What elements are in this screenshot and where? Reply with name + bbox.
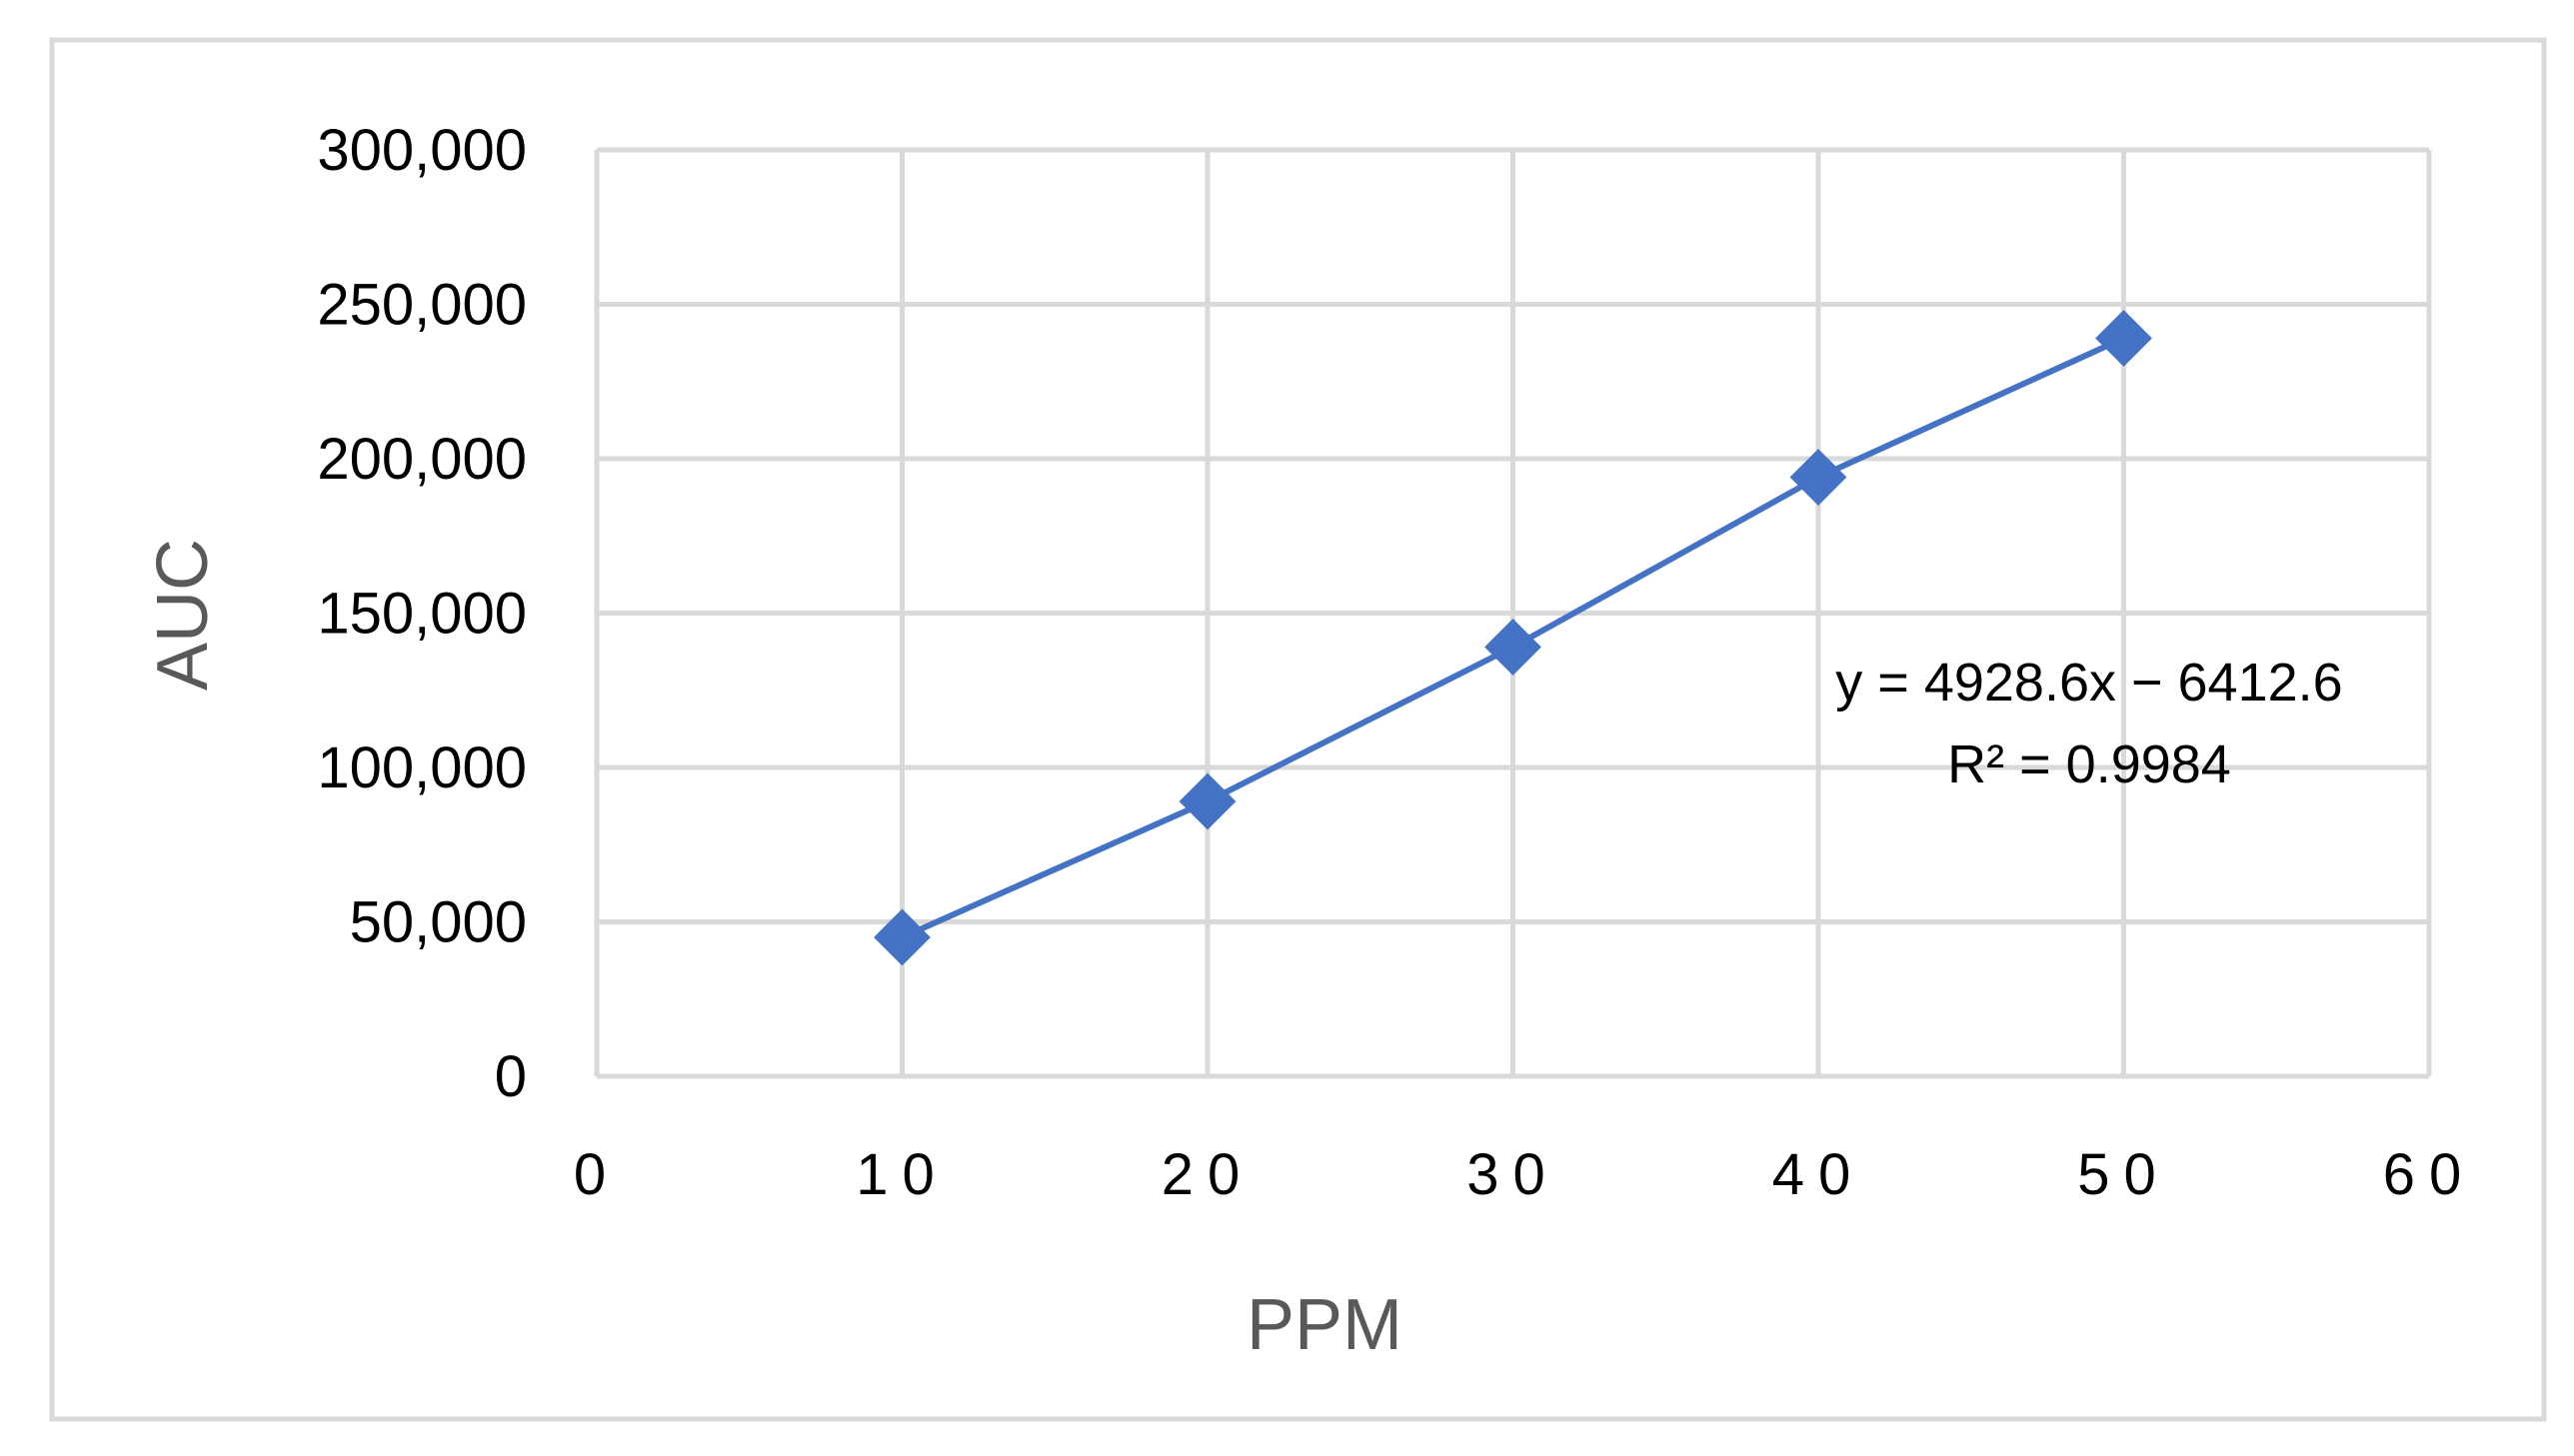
y-tick-label: 0 (495, 1044, 527, 1109)
trendline-equation: y = 4928.6x − 6412.6 (1835, 653, 2342, 713)
data-series (874, 310, 2152, 966)
data-point-marker (1484, 619, 1541, 676)
x-tick-label: 20 (1162, 1142, 1255, 1207)
chart-border (49, 37, 2547, 1422)
data-point-marker (2095, 310, 2152, 367)
x-tick-label: 10 (856, 1142, 949, 1207)
x-tick-label: 60 (2383, 1142, 2476, 1207)
tick-labels: 0 50,000 100,000 150,000 200,000 250,000 300,0… (317, 118, 2476, 1207)
data-point-marker (1789, 449, 1847, 506)
x-tick-label: 40 (1772, 1142, 1865, 1207)
y-axis-title: AUC (143, 539, 223, 691)
y-tick-label: 200,000 (317, 427, 527, 492)
data-point-marker (874, 908, 931, 966)
y-tick-label: 150,000 (317, 582, 527, 647)
data-point-marker (1179, 772, 1237, 830)
x-tick-label: 30 (1466, 1142, 1559, 1207)
trendline-annotation: y = 4928.6x − 6412.6 R² = 0.9984 (1835, 653, 2342, 794)
y-tick-label: 100,000 (317, 735, 527, 800)
y-tick-label: 300,000 (317, 118, 527, 183)
x-tick-label: 50 (2077, 1142, 2170, 1207)
trendline-r-squared: R² = 0.9984 (1947, 734, 2231, 794)
x-axis-title: PPM (1247, 1285, 1402, 1365)
gridlines (594, 147, 2432, 1079)
y-tick-label: 250,000 (317, 273, 527, 338)
y-tick-label: 50,000 (350, 890, 527, 955)
x-tick-label: 0 (574, 1142, 620, 1207)
